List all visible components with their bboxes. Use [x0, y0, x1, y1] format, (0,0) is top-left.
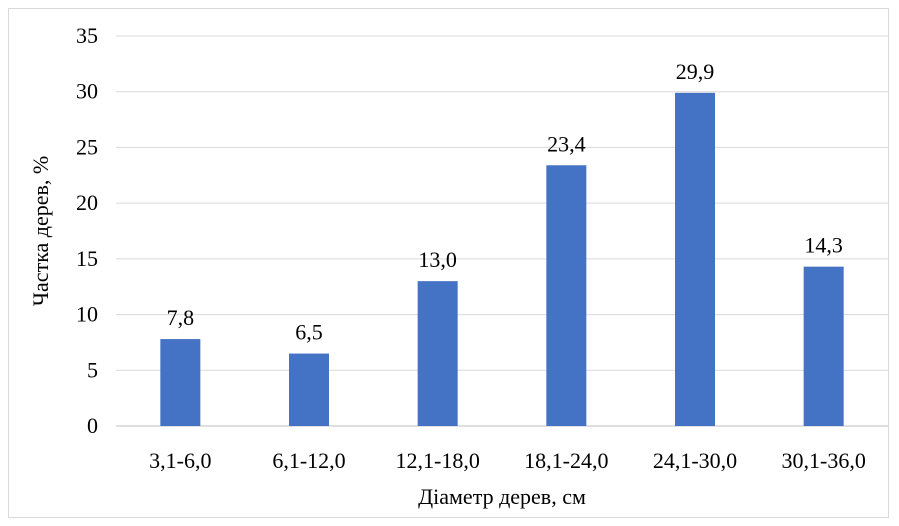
x-tick-labels: 3,1-6,0 6,1-12,0 12,1-18,0 18,1-24,0 24,1-30… — [149, 448, 866, 473]
data-label: 23,4 — [547, 131, 586, 156]
x-tick-label: 6,1-12,0 — [272, 448, 345, 473]
x-tick-label: 3,1-6,0 — [149, 448, 211, 473]
data-labels: 7,8 6,5 13,0 23,4 29,9 14,3 — [167, 59, 843, 345]
chart-frame — [8, 8, 889, 518]
data-label: 7,8 — [167, 305, 195, 330]
gridlines — [116, 35, 888, 427]
y-tick-label: 35 — [76, 23, 98, 48]
bar — [546, 165, 587, 426]
x-tick-label: 24,1-30,0 — [653, 448, 737, 473]
x-axis-title: Діаметр дерев, см — [418, 484, 586, 509]
y-axis-title: Частка дерев, % — [28, 156, 53, 307]
bar — [803, 266, 844, 426]
y-tick-labels: 0 5 10 15 20 25 30 35 — [76, 23, 98, 438]
bar — [160, 339, 201, 426]
data-label: 6,5 — [295, 320, 323, 345]
y-tick-label: 0 — [87, 413, 98, 438]
bar — [289, 353, 329, 426]
data-label: 14,3 — [804, 233, 843, 258]
y-tick-label: 10 — [76, 302, 98, 327]
x-tick-label: 30,1-36,0 — [782, 448, 866, 473]
data-label: 13,0 — [418, 247, 457, 272]
bars — [160, 92, 844, 426]
data-label: 29,9 — [676, 59, 715, 84]
x-tick-label: 12,1-18,0 — [396, 448, 480, 473]
y-tick-label: 20 — [76, 190, 98, 215]
y-tick-label: 5 — [87, 357, 98, 382]
y-tick-label: 25 — [76, 134, 98, 159]
bar — [675, 92, 715, 426]
y-tick-label: 30 — [76, 79, 98, 104]
y-tick-label: 15 — [76, 246, 98, 271]
bar — [417, 281, 458, 426]
x-tick-label: 18,1-24,0 — [524, 448, 608, 473]
